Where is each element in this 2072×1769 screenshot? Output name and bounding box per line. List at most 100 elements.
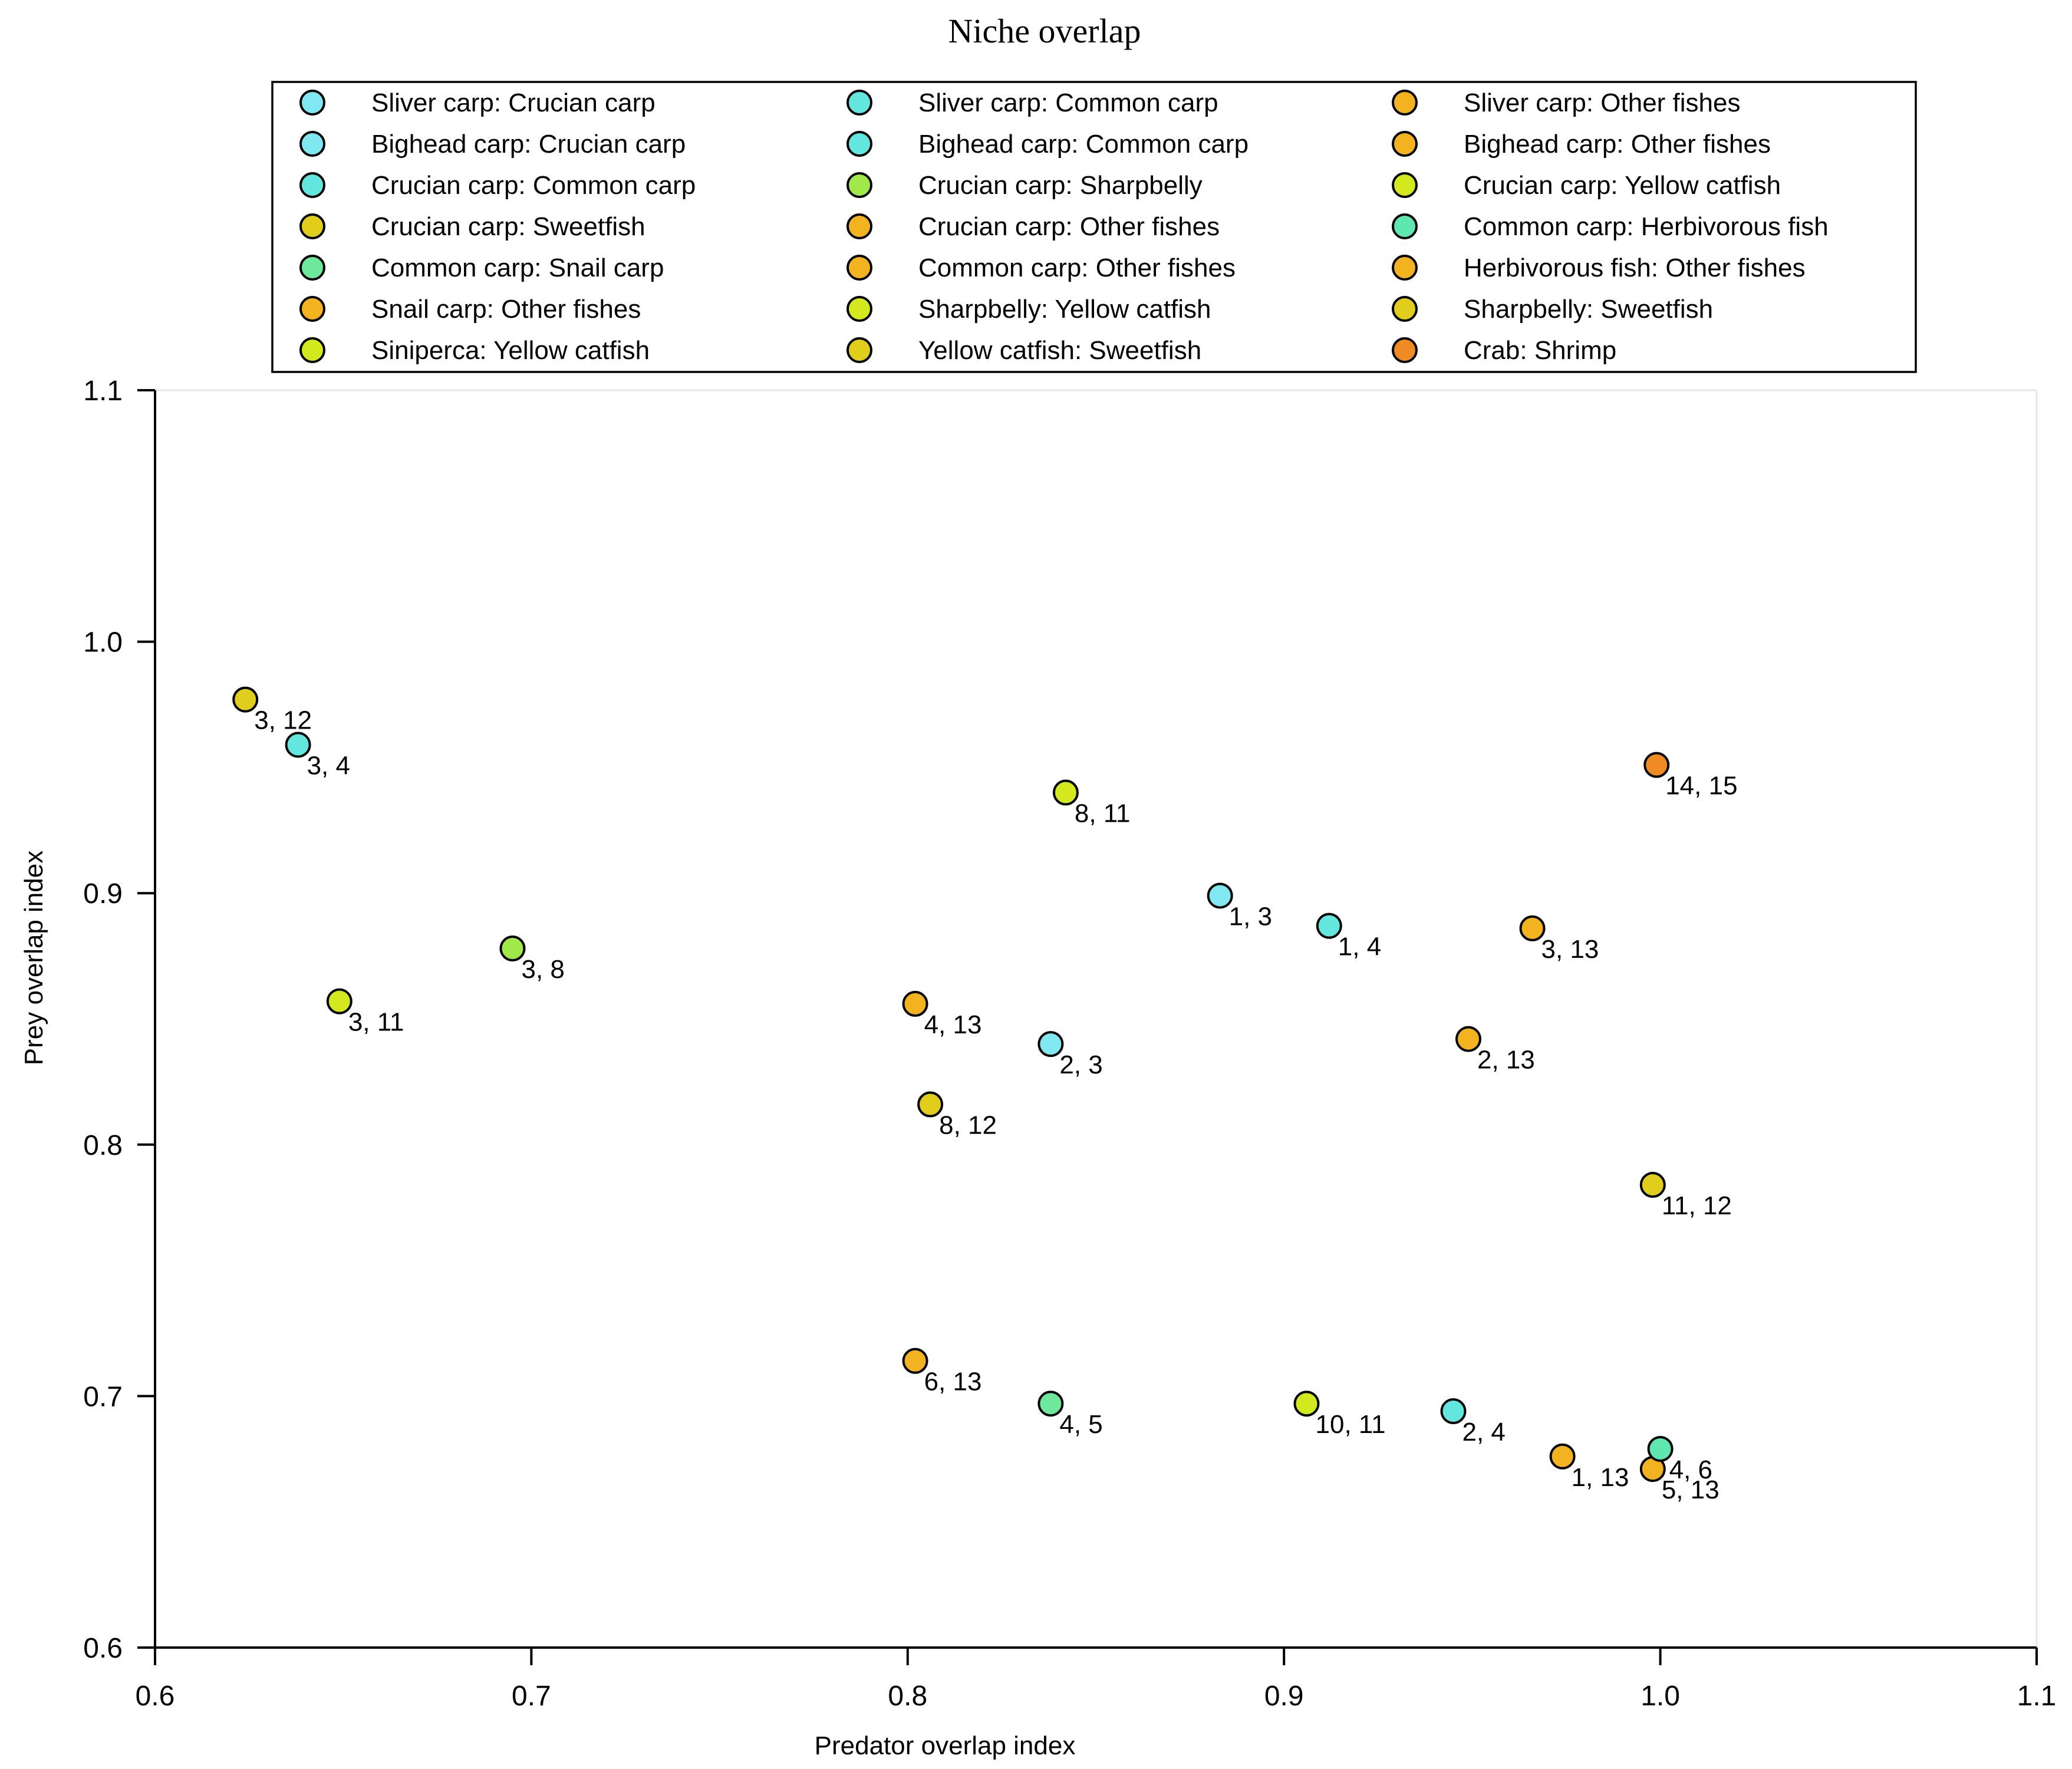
legend-label: Sharpbelly: Yellow catfish xyxy=(918,295,1211,324)
legend-label: Crucian carp: Sharpbelly xyxy=(918,171,1203,200)
data-point-label: 1, 4 xyxy=(1338,933,1381,961)
data-point xyxy=(902,990,928,1017)
data-point xyxy=(285,732,311,758)
legend-label: Bighead carp: Common carp xyxy=(918,130,1249,159)
legend-label: Sharpbelly: Sweetfish xyxy=(1464,295,1713,324)
data-point-label: 1, 3 xyxy=(1229,902,1272,931)
data-point xyxy=(1519,915,1546,941)
data-point-label: 2, 13 xyxy=(1477,1046,1535,1075)
data-point-label: 5, 13 xyxy=(1662,1475,1719,1504)
data-point xyxy=(499,935,526,962)
legend-label: Herbivorous fish: Other fishes xyxy=(1464,253,1806,282)
legend-label: Snail carp: Other fishes xyxy=(371,295,641,324)
legend-label: Common carp: Herbivorous fish xyxy=(1464,212,1829,241)
legend-marker xyxy=(1392,172,1418,198)
y-tick-label: 0.6 xyxy=(83,1633,123,1664)
legend-label: Crab: Shrimp xyxy=(1464,336,1616,365)
data-point xyxy=(1293,1391,1320,1417)
legend-label: Crucian carp: Common carp xyxy=(371,171,696,200)
axes: 0.6 0.7 0.8 0.9 1.0 1.1 0.6 0.7 0.8 0.9 1.0 1.1 xyxy=(83,375,2056,1712)
data-points: 1, 3 2, 3 3, 4 3, 12 4, 5 5, 13 10, 11 1, 4 2, 4… xyxy=(232,686,1738,1504)
legend-marker xyxy=(1392,213,1418,239)
legend-label: Sliver carp: Common carp xyxy=(918,88,1218,117)
legend-marker xyxy=(299,255,325,281)
legend-label: Sliver carp: Other fishes xyxy=(1464,88,1741,117)
x-tick-label: 0.9 xyxy=(1264,1681,1304,1712)
data-point xyxy=(1639,1172,1666,1198)
x-axis-label: Predator overlap index xyxy=(815,1731,1076,1760)
x-tick-label: 0.6 xyxy=(136,1681,175,1712)
data-point xyxy=(232,686,259,713)
legend-label: Crucian carp: Yellow catfish xyxy=(1464,171,1781,200)
data-point-label: 11, 12 xyxy=(1662,1191,1732,1220)
y-tick-label: 1.0 xyxy=(83,627,123,658)
data-point-label: 3, 12 xyxy=(254,706,312,735)
data-point-label: 8, 11 xyxy=(1075,799,1131,828)
data-point xyxy=(1037,1031,1064,1058)
data-point-label: 4, 5 xyxy=(1059,1410,1102,1439)
legend-marker xyxy=(846,213,872,239)
legend-label: Sliver carp: Crucian carp xyxy=(371,88,655,117)
legend-label: Common carp: Snail carp xyxy=(371,253,664,282)
data-point xyxy=(1440,1398,1467,1424)
data-point xyxy=(1549,1443,1576,1470)
data-point-label: 4, 13 xyxy=(924,1010,982,1039)
legend-label: Siniperca: Yellow catfish xyxy=(371,336,650,365)
data-point-label: 2, 4 xyxy=(1462,1418,1505,1447)
legend-marker xyxy=(1392,90,1418,116)
y-axis-label: Prey overlap index xyxy=(19,851,48,1065)
legend-marker xyxy=(299,90,325,116)
legend-label: Common carp: Other fishes xyxy=(918,253,1236,282)
data-point-label: 4, 6 xyxy=(1669,1455,1712,1484)
x-tick-label: 0.8 xyxy=(888,1681,927,1712)
data-point xyxy=(1455,1026,1482,1052)
data-point-label: 6, 13 xyxy=(924,1368,982,1396)
legend-marker xyxy=(1392,131,1418,157)
data-point-label: 3, 13 xyxy=(1541,935,1599,964)
data-point xyxy=(1647,1435,1674,1462)
data-point xyxy=(1643,752,1670,778)
legend-marker xyxy=(846,337,872,363)
legend-marker xyxy=(846,255,872,281)
legend-marker xyxy=(846,90,872,116)
legend-marker xyxy=(299,131,325,157)
x-tick-label: 0.7 xyxy=(512,1681,551,1712)
legend-marker xyxy=(299,213,325,239)
y-tick-label: 0.7 xyxy=(83,1381,123,1412)
data-point xyxy=(1037,1391,1064,1417)
legend-marker xyxy=(299,172,325,198)
data-point-label: 8, 12 xyxy=(939,1111,997,1140)
data-point xyxy=(326,988,353,1014)
x-tick-label: 1.1 xyxy=(2017,1681,2057,1712)
data-point-label: 3, 11 xyxy=(348,1008,404,1037)
data-point-label: 2, 3 xyxy=(1059,1050,1102,1079)
legend: Sliver carp: Crucian carp Bighead carp: C… xyxy=(271,81,1917,373)
legend-label: Crucian carp: Other fishes xyxy=(918,212,1220,241)
legend-marker xyxy=(1392,255,1418,281)
legend-label: Bighead carp: Crucian carp xyxy=(371,130,686,159)
data-point xyxy=(1207,882,1233,909)
y-tick-label: 0.9 xyxy=(83,878,123,910)
legend-box xyxy=(271,81,1917,373)
legend-marker xyxy=(299,337,325,363)
legend-marker xyxy=(846,172,872,198)
data-point-label: 14, 15 xyxy=(1665,772,1737,801)
data-point-label: 3, 4 xyxy=(307,752,350,780)
x-tick-label: 1.0 xyxy=(1641,1681,1680,1712)
data-point xyxy=(1052,779,1079,806)
chart-title: Niche overlap xyxy=(948,12,1141,50)
data-point xyxy=(1316,912,1342,939)
legend-marker xyxy=(299,296,325,322)
data-point-label: 1, 13 xyxy=(1572,1463,1629,1492)
legend-marker xyxy=(1392,337,1418,363)
data-point-label: 3, 8 xyxy=(521,955,564,984)
legend-label: Crucian carp: Sweetfish xyxy=(371,212,645,241)
legend-marker xyxy=(846,131,872,157)
y-tick-label: 0.8 xyxy=(83,1130,123,1161)
data-point-label: 10, 11 xyxy=(1316,1410,1386,1439)
legend-marker xyxy=(846,296,872,322)
legend-label: Yellow catfish: Sweetfish xyxy=(918,336,1201,365)
y-tick-label: 1.1 xyxy=(83,375,123,407)
